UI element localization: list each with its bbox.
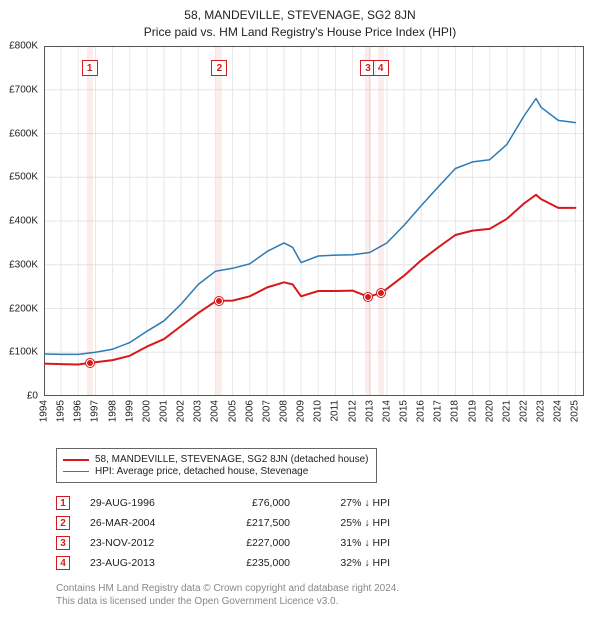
sale-marker-band [87,46,93,396]
x-tick-label: 2025 [570,400,581,422]
legend-swatch [63,459,89,461]
sales-row-diff: 32% ↓ HPI [290,557,390,569]
legend-swatch [63,471,89,472]
sales-row-price: £227,000 [210,537,290,549]
sale-marker-band [216,46,222,396]
sale-marker-box: 1 [82,60,98,76]
x-tick-label: 2012 [347,400,358,422]
footer-line2: This data is licensed under the Open Gov… [56,595,399,608]
y-tick-label: £600K [9,128,38,139]
x-tick-label: 2014 [381,400,392,422]
chart-title-subtitle: Price paid vs. HM Land Registry's House … [0,25,600,39]
legend-item: 58, MANDEVILLE, STEVENAGE, SG2 8JN (deta… [63,454,368,465]
x-tick-label: 2011 [330,400,341,422]
sales-row-marker: 3 [56,536,70,550]
chart-svg [44,46,584,396]
x-tick-label: 2004 [210,400,221,422]
sale-dot [364,293,372,301]
x-tick-label: 1998 [107,400,118,422]
x-tick-label: 2007 [261,400,272,422]
x-tick-label: 2013 [364,400,375,422]
x-tick-label: 1997 [90,400,101,422]
sales-row-price: £217,500 [210,517,290,529]
sales-row-diff: 31% ↓ HPI [290,537,390,549]
x-tick-label: 2022 [519,400,530,422]
legend: 58, MANDEVILLE, STEVENAGE, SG2 8JN (deta… [56,448,377,483]
x-tick-label: 2023 [536,400,547,422]
sales-row-date: 23-AUG-2013 [90,557,210,569]
y-tick-label: £300K [9,259,38,270]
footer: Contains HM Land Registry data © Crown c… [56,582,399,608]
x-tick-label: 2024 [553,400,564,422]
footer-line1: Contains HM Land Registry data © Crown c… [56,582,399,595]
sales-row-marker: 2 [56,516,70,530]
sales-row-date: 29-AUG-1996 [90,497,210,509]
sales-row: 3 23-NOV-2012£227,00031% ↓ HPI [56,534,390,552]
x-tick-label: 2018 [450,400,461,422]
chart-title-address: 58, MANDEVILLE, STEVENAGE, SG2 8JN [0,8,600,22]
x-tick-label: 2016 [416,400,427,422]
sales-row: 4 23-AUG-2013£235,00032% ↓ HPI [56,554,390,572]
legend-label: 58, MANDEVILLE, STEVENAGE, SG2 8JN (deta… [95,454,368,465]
x-tick-label: 2019 [467,400,478,422]
legend-label: HPI: Average price, detached house, Stev… [95,466,308,477]
sales-row-price: £235,000 [210,557,290,569]
y-tick-label: £700K [9,84,38,95]
x-tick-label: 2001 [159,400,170,422]
sale-dot [86,359,94,367]
y-tick-label: £100K [9,347,38,358]
x-tick-label: 1999 [124,400,135,422]
x-tick-label: 2005 [227,400,238,422]
x-tick-label: 2003 [193,400,204,422]
x-tick-label: 2015 [399,400,410,422]
sale-marker-box: 2 [211,60,227,76]
chart-area: £0£100K£200K£300K£400K£500K£600K£700K£80… [44,46,584,396]
sales-row-marker: 4 [56,556,70,570]
x-tick-label: 2006 [244,400,255,422]
x-tick-label: 2000 [141,400,152,422]
legend-item: HPI: Average price, detached house, Stev… [63,466,368,477]
sales-row-diff: 25% ↓ HPI [290,517,390,529]
sales-row: 2 26-MAR-2004£217,50025% ↓ HPI [56,514,390,532]
y-tick-label: £200K [9,303,38,314]
sales-table: 1 29-AUG-1996£76,00027% ↓ HPI 2 26-MAR-2004… [56,492,390,574]
x-tick-label: 2002 [176,400,187,422]
x-tick-label: 2020 [484,400,495,422]
y-tick-label: £400K [9,216,38,227]
sales-row-price: £76,000 [210,497,290,509]
sale-dot [215,297,223,305]
sales-row-date: 26-MAR-2004 [90,517,210,529]
sales-row-diff: 27% ↓ HPI [290,497,390,509]
sale-marker-band [365,46,371,396]
x-tick-label: 1994 [39,400,50,422]
sales-row-date: 23-NOV-2012 [90,537,210,549]
sale-dot [377,289,385,297]
sale-marker-band [378,46,384,396]
x-tick-label: 2017 [433,400,444,422]
x-tick-label: 1996 [73,400,84,422]
x-tick-label: 2010 [313,400,324,422]
x-tick-label: 2008 [279,400,290,422]
x-tick-label: 2009 [296,400,307,422]
y-tick-label: £500K [9,172,38,183]
y-tick-label: £800K [9,41,38,52]
sale-marker-box: 4 [373,60,389,76]
sales-row: 1 29-AUG-1996£76,00027% ↓ HPI [56,494,390,512]
y-tick-label: £0 [27,391,38,402]
sales-row-marker: 1 [56,496,70,510]
x-tick-label: 1995 [56,400,67,422]
x-tick-label: 2021 [501,400,512,422]
